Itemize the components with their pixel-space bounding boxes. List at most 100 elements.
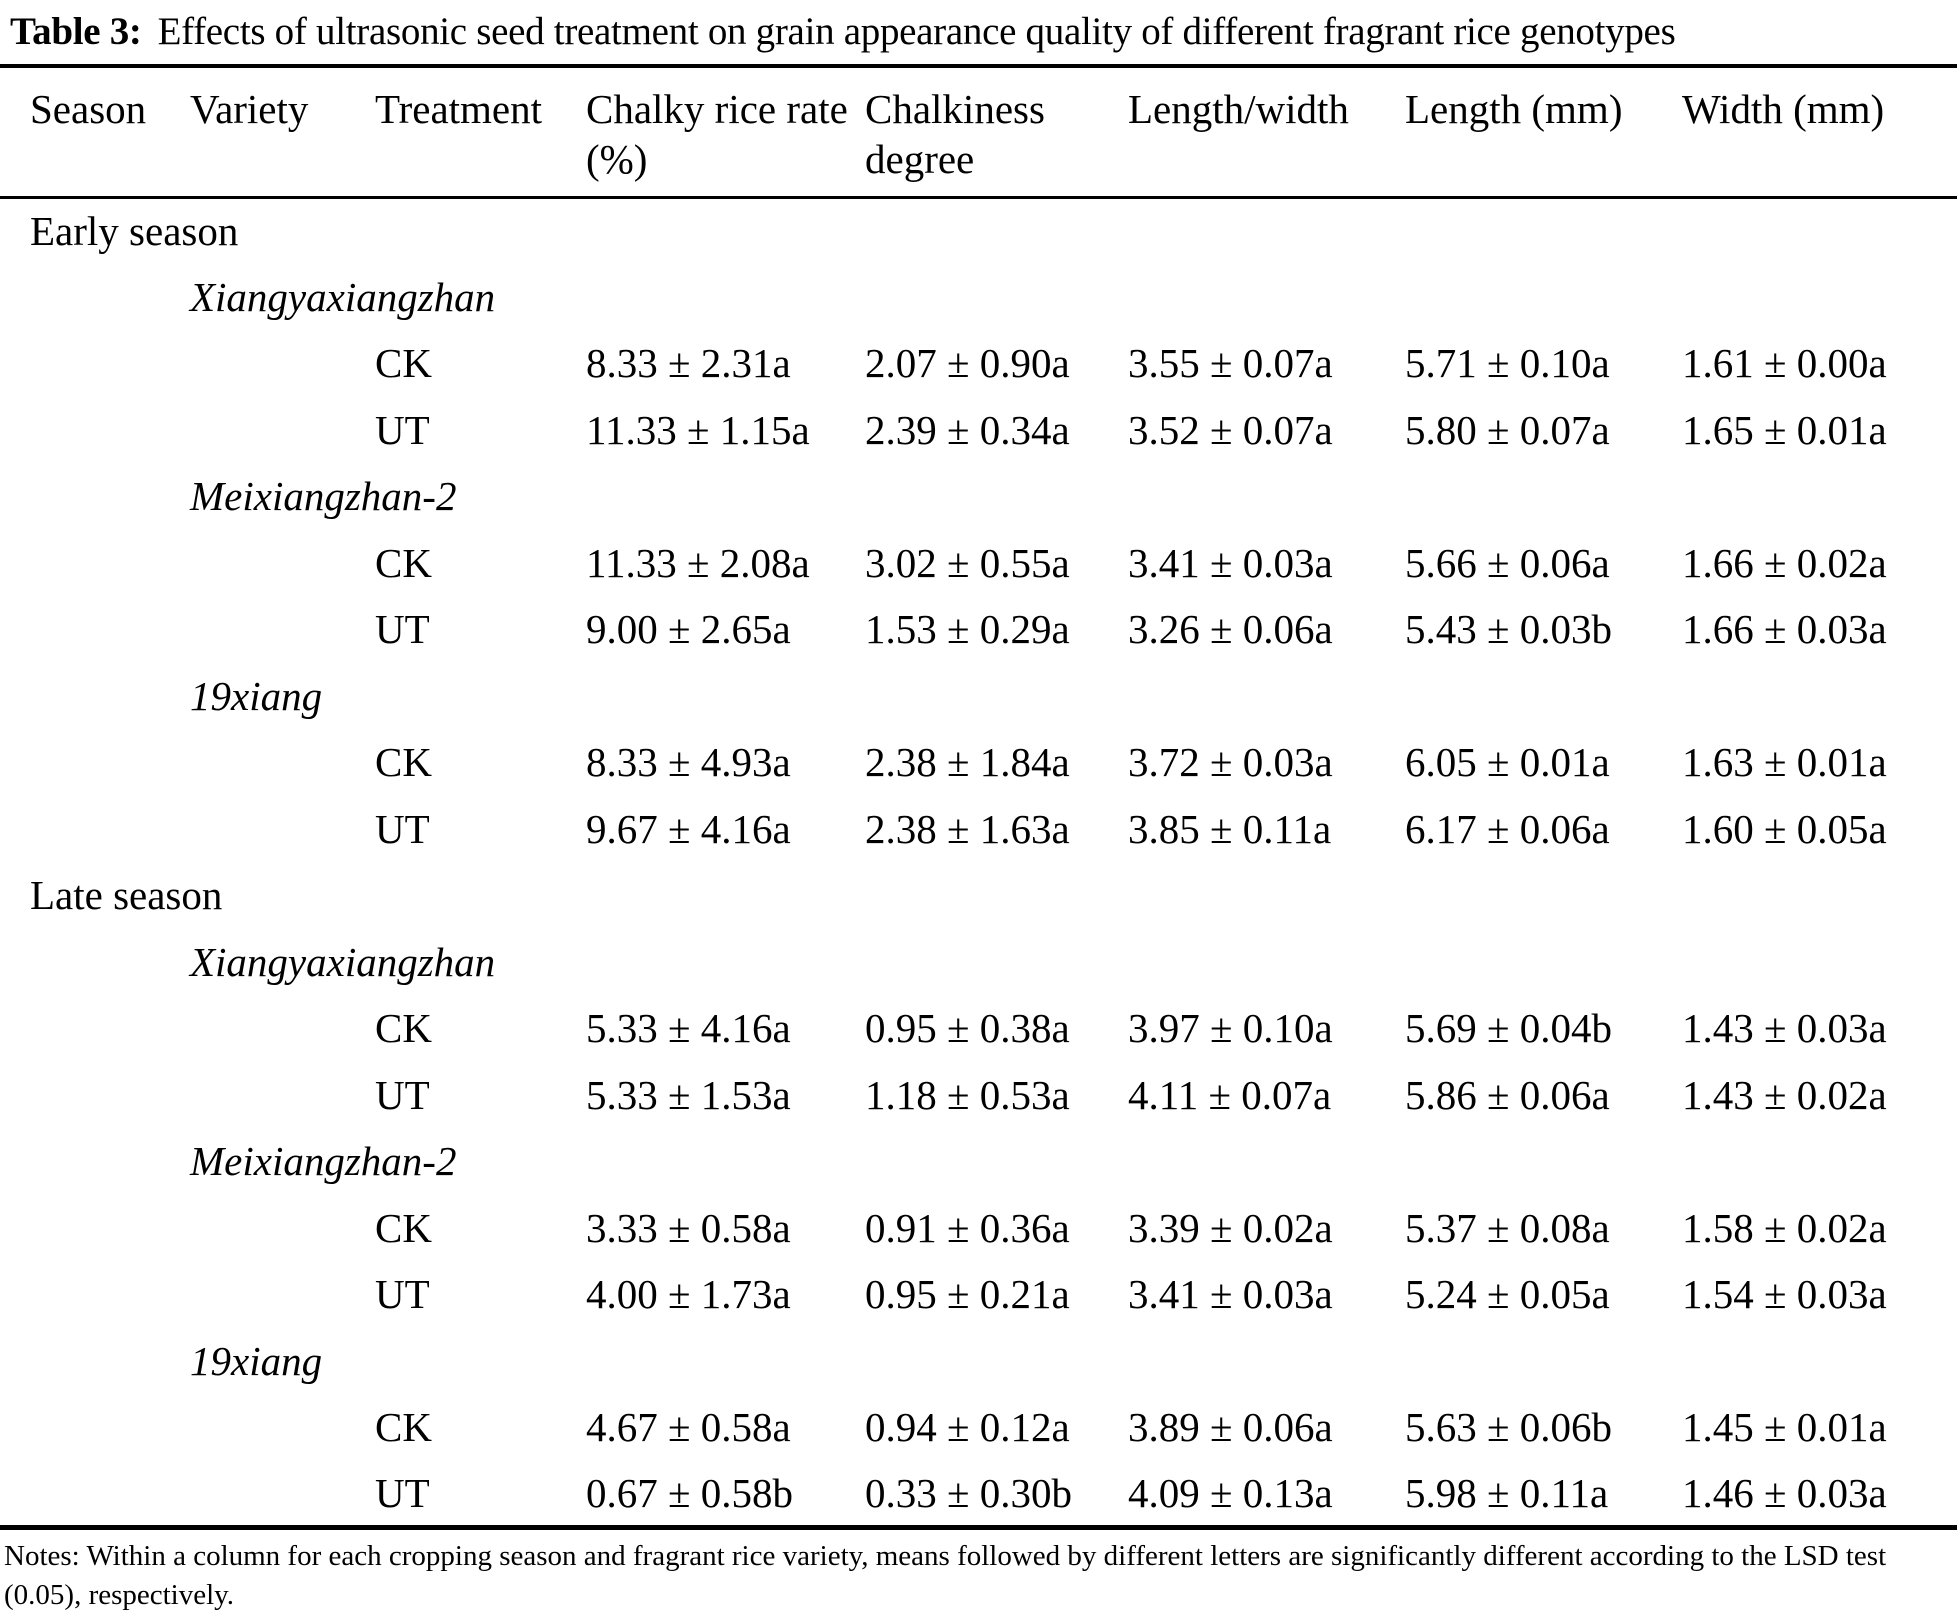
value-cell: 1.60 ± 0.05a bbox=[1682, 805, 1887, 852]
spacer-cell bbox=[190, 796, 375, 863]
value-cell: 0.33 ± 0.30b bbox=[865, 1469, 1073, 1516]
spacer-cell bbox=[190, 1062, 375, 1129]
column-header-variety: Variety bbox=[190, 66, 375, 199]
treatment-label: CK bbox=[375, 1005, 432, 1052]
data-row: CK 11.33 ± 2.08a 3.02 ± 0.55a 3.41 ± 0.03a 5… bbox=[0, 530, 1957, 597]
results-table: Season Variety Treatment Chalky rice rat… bbox=[0, 64, 1957, 1530]
treatment-label: UT bbox=[375, 1271, 430, 1318]
value-cell: 5.98 ± 0.11a bbox=[1405, 1469, 1609, 1516]
spacer-cell bbox=[190, 1461, 375, 1528]
value-cell: 5.33 ± 4.16a bbox=[586, 1005, 791, 1052]
value-cell: 3.55 ± 0.07a bbox=[1128, 340, 1333, 387]
column-header-chalky-rice-rate: Chalky rice rate (%) bbox=[586, 66, 865, 199]
value-cell: 1.53 ± 0.29a bbox=[865, 606, 1070, 653]
table-notes: Notes: Within a column for each cropping… bbox=[4, 1540, 1887, 1611]
season-label: Early season bbox=[30, 208, 239, 254]
data-row: UT 11.33 ± 1.15a 2.39 ± 0.34a 3.52 ± 0.07a 5… bbox=[0, 397, 1957, 464]
spacer-cell bbox=[0, 331, 190, 398]
value-cell: 5.66 ± 0.06a bbox=[1405, 539, 1610, 586]
data-row: UT 5.33 ± 1.53a 1.18 ± 0.53a 4.11 ± 0.07a 5.… bbox=[0, 1062, 1957, 1129]
value-cell: 4.67 ± 0.58a bbox=[586, 1404, 791, 1451]
treatment-label: CK bbox=[375, 1404, 432, 1451]
value-cell: 3.33 ± 0.58a bbox=[586, 1204, 791, 1251]
column-header-length: Length (mm) bbox=[1405, 66, 1682, 199]
value-cell: 0.95 ± 0.21a bbox=[865, 1271, 1070, 1318]
spacer-cell bbox=[0, 996, 190, 1063]
value-cell: 11.33 ± 1.15a bbox=[586, 406, 810, 453]
data-row: CK 8.33 ± 4.93a 2.38 ± 1.84a 3.72 ± 0.03a 6.… bbox=[0, 730, 1957, 797]
value-cell: 1.61 ± 0.00a bbox=[1682, 340, 1887, 387]
variety-label: Meixiangzhan-2 bbox=[190, 473, 457, 520]
variety-row: 19xiang bbox=[0, 663, 1957, 730]
value-cell: 5.63 ± 0.06b bbox=[1405, 1404, 1613, 1451]
variety-row: Xiangyaxiangzhan bbox=[0, 929, 1957, 996]
value-cell: 6.05 ± 0.01a bbox=[1405, 739, 1610, 786]
variety-row: Meixiangzhan-2 bbox=[0, 1129, 1957, 1196]
value-cell: 1.43 ± 0.03a bbox=[1682, 1005, 1887, 1052]
variety-row: Xiangyaxiangzhan bbox=[0, 264, 1957, 331]
spacer-cell bbox=[0, 597, 190, 664]
value-cell: 2.39 ± 0.34a bbox=[865, 406, 1070, 453]
spacer-cell bbox=[190, 1195, 375, 1262]
variety-label: Meixiangzhan-2 bbox=[190, 1138, 457, 1185]
value-cell: 1.58 ± 0.02a bbox=[1682, 1204, 1887, 1251]
spacer-cell bbox=[0, 1461, 190, 1528]
value-cell: 5.37 ± 0.08a bbox=[1405, 1204, 1610, 1251]
value-cell: 1.46 ± 0.03a bbox=[1682, 1469, 1887, 1516]
spacer-cell bbox=[0, 1195, 190, 1262]
value-cell: 0.95 ± 0.38a bbox=[865, 1005, 1070, 1052]
value-cell: 11.33 ± 2.08a bbox=[586, 539, 810, 586]
value-cell: 4.00 ± 1.73a bbox=[586, 1271, 791, 1318]
column-header-treatment: Treatment bbox=[375, 66, 586, 199]
column-header-length-width: Length/width bbox=[1128, 66, 1405, 199]
spacer-cell bbox=[0, 1129, 190, 1196]
value-cell: 3.02 ± 0.55a bbox=[865, 539, 1070, 586]
value-cell: 3.41 ± 0.03a bbox=[1128, 539, 1333, 586]
treatment-label: CK bbox=[375, 340, 432, 387]
value-cell: 3.39 ± 0.02a bbox=[1128, 1204, 1333, 1251]
value-cell: 3.41 ± 0.03a bbox=[1128, 1271, 1333, 1318]
value-cell: 5.33 ± 1.53a bbox=[586, 1071, 791, 1118]
spacer-cell bbox=[190, 730, 375, 797]
value-cell: 3.97 ± 0.10a bbox=[1128, 1005, 1333, 1052]
table-caption-text: Effects of ultrasonic seed treatment on … bbox=[157, 10, 1676, 53]
data-row: CK 4.67 ± 0.58a 0.94 ± 0.12a 3.89 ± 0.06a 5.… bbox=[0, 1395, 1957, 1462]
variety-row: 19xiang bbox=[0, 1328, 1957, 1395]
variety-label: 19xiang bbox=[190, 672, 323, 719]
value-cell: 5.43 ± 0.03b bbox=[1405, 606, 1613, 653]
spacer-cell bbox=[0, 929, 190, 996]
column-header-chalkiness-degree: Chalkiness degree bbox=[865, 66, 1128, 199]
treatment-label: UT bbox=[375, 406, 430, 453]
table-body: Early season Xiangyaxiangzhan CK 8.33 ± 2.3… bbox=[0, 198, 1957, 1528]
value-cell: 0.94 ± 0.12a bbox=[865, 1404, 1070, 1451]
header-row: Season Variety Treatment Chalky rice rat… bbox=[0, 66, 1957, 199]
spacer-cell bbox=[190, 331, 375, 398]
variety-label: 19xiang bbox=[190, 1337, 323, 1384]
variety-label: Xiangyaxiangzhan bbox=[190, 938, 496, 985]
value-cell: 8.33 ± 2.31a bbox=[586, 340, 791, 387]
value-cell: 6.17 ± 0.06a bbox=[1405, 805, 1610, 852]
value-cell: 1.65 ± 0.01a bbox=[1682, 406, 1887, 453]
value-cell: 3.26 ± 0.06a bbox=[1128, 606, 1333, 653]
spacer-cell bbox=[0, 730, 190, 797]
spacer-cell bbox=[0, 663, 190, 730]
variety-label: Xiangyaxiangzhan bbox=[190, 273, 496, 320]
value-cell: 5.71 ± 0.10a bbox=[1405, 340, 1610, 387]
data-row: UT 9.67 ± 4.16a 2.38 ± 1.63a 3.85 ± 0.11a 6.… bbox=[0, 796, 1957, 863]
table-caption: Table 3: Effects of ultrasonic seed treat… bbox=[0, 0, 1957, 64]
table-number-label: Table 3: bbox=[10, 10, 142, 53]
data-row: UT 4.00 ± 1.73a 0.95 ± 0.21a 3.41 ± 0.03a 5.… bbox=[0, 1262, 1957, 1329]
spacer-cell bbox=[190, 397, 375, 464]
spacer-cell bbox=[190, 530, 375, 597]
spacer-cell bbox=[0, 397, 190, 464]
value-cell: 1.18 ± 0.53a bbox=[865, 1071, 1070, 1118]
treatment-label: CK bbox=[375, 539, 432, 586]
value-cell: 4.11 ± 0.07a bbox=[1128, 1071, 1332, 1118]
season-row: Early season bbox=[0, 198, 1957, 265]
value-cell: 5.80 ± 0.07a bbox=[1405, 406, 1610, 453]
value-cell: 3.89 ± 0.06a bbox=[1128, 1404, 1333, 1451]
value-cell: 3.72 ± 0.03a bbox=[1128, 739, 1333, 786]
spacer-cell bbox=[0, 1262, 190, 1329]
spacer-cell bbox=[190, 996, 375, 1063]
